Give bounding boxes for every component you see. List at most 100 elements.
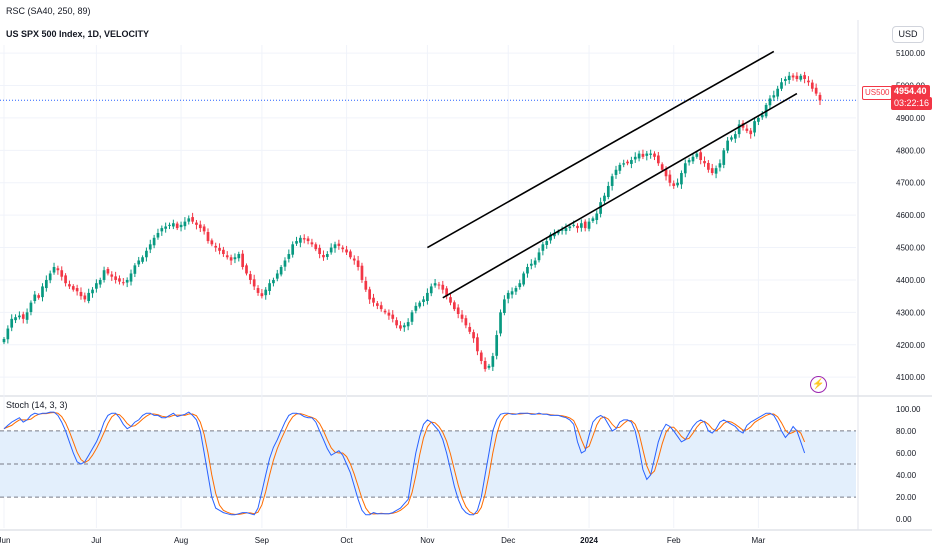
candle-body	[314, 244, 318, 250]
candle-body	[572, 224, 576, 226]
candle-body	[510, 291, 514, 295]
candle-body	[564, 228, 568, 232]
candle-body	[553, 232, 556, 237]
candle-body	[137, 260, 141, 265]
candle-body	[726, 140, 729, 151]
candle-body	[479, 352, 483, 361]
candle-body	[79, 291, 83, 297]
candle-body	[175, 223, 179, 229]
candle-body	[568, 226, 572, 229]
candle-body	[780, 82, 783, 89]
candle-body	[814, 87, 818, 94]
candle-body	[653, 153, 656, 157]
candle-body	[483, 360, 487, 370]
candle-body	[810, 82, 814, 89]
candle-body	[722, 150, 726, 165]
price-tick-label: 4200.00	[896, 341, 925, 350]
candle-body	[295, 241, 298, 244]
candle-body	[168, 224, 171, 226]
candle-body	[645, 153, 649, 156]
candle-body	[195, 222, 198, 225]
candle-body	[587, 221, 591, 229]
candle-body	[456, 307, 460, 314]
candle-body	[476, 337, 479, 352]
lightning-icon[interactable]: ⚡	[810, 376, 827, 393]
candle-body	[272, 279, 275, 284]
time-tick-label: Jul	[91, 536, 101, 545]
candle-body	[529, 263, 533, 266]
candle-body	[610, 176, 614, 186]
candle-body	[660, 164, 664, 170]
price-tick-label: 4900.00	[896, 114, 925, 123]
candle-body	[464, 318, 468, 326]
candle-body	[368, 289, 372, 300]
candle-body	[14, 317, 17, 321]
candle-body	[402, 325, 406, 328]
candle-body	[248, 274, 252, 280]
price-tick-label: 4700.00	[896, 179, 925, 188]
candle-body	[114, 276, 117, 280]
candle-body	[656, 155, 660, 164]
candle-body	[18, 315, 21, 318]
stoch-tick-label: 100.00	[896, 405, 921, 414]
currency-button[interactable]: USD	[892, 26, 924, 43]
candle-body	[279, 266, 283, 275]
trend-channel	[427, 50, 798, 299]
candle-body	[637, 153, 641, 159]
candle-body	[387, 312, 391, 316]
price-tick-label: 4300.00	[896, 308, 925, 317]
time-tick-label: Feb	[667, 536, 681, 545]
candle-body	[503, 299, 506, 314]
last-price-tag: 4954.40	[891, 85, 930, 98]
candle-body	[364, 280, 368, 290]
candle-body	[703, 161, 706, 164]
candle-body	[241, 253, 244, 267]
candle-body	[556, 231, 560, 234]
candle-body	[268, 283, 271, 291]
candle-body	[753, 121, 756, 133]
candle-body	[141, 257, 144, 262]
candle-body	[710, 168, 714, 174]
candle-body	[379, 305, 383, 310]
candle-body	[807, 80, 810, 83]
candles	[2, 71, 822, 372]
candle-body	[606, 185, 610, 197]
candle-body	[737, 124, 741, 135]
channel-upper-line[interactable]	[427, 50, 775, 249]
candle-body	[191, 217, 194, 222]
candle-body	[198, 224, 202, 229]
candle-body	[152, 237, 156, 246]
candle-body	[441, 284, 445, 290]
candle-body	[83, 295, 87, 300]
chart-title: US SPX 500 Index, 1D, VELOCITY	[6, 29, 150, 39]
candle-body	[549, 234, 552, 241]
candle-body	[799, 75, 803, 80]
candle-body	[318, 247, 321, 255]
stoch-grid	[0, 430, 856, 498]
candle-body	[210, 240, 214, 245]
candle-body	[325, 254, 329, 257]
candle-body	[695, 153, 699, 157]
candle-body	[341, 247, 345, 250]
candle-body	[683, 163, 687, 174]
candle-body	[395, 320, 398, 326]
candle-body	[487, 365, 491, 368]
candle-body	[668, 174, 672, 183]
candle-body	[633, 156, 637, 160]
channel-lower-line[interactable]	[442, 92, 798, 299]
stoch-d-line	[3, 411, 806, 515]
candle-body	[206, 231, 210, 242]
indicator-legend[interactable]: RSC (SA40, 250, 89)	[6, 6, 91, 16]
candle-body	[10, 318, 14, 328]
candle-body	[580, 223, 583, 228]
stoch-tick-label: 60.00	[896, 449, 917, 458]
candle-body	[429, 286, 433, 294]
time-tick-label: Dec	[501, 536, 515, 545]
candle-body	[291, 244, 295, 255]
candle-body	[491, 356, 495, 367]
candle-body	[71, 286, 75, 290]
candle-body	[352, 258, 356, 261]
candle-body	[172, 223, 175, 227]
stoch-legend[interactable]: Stoch (14, 3, 3)	[6, 400, 68, 410]
candle-body	[283, 260, 287, 267]
